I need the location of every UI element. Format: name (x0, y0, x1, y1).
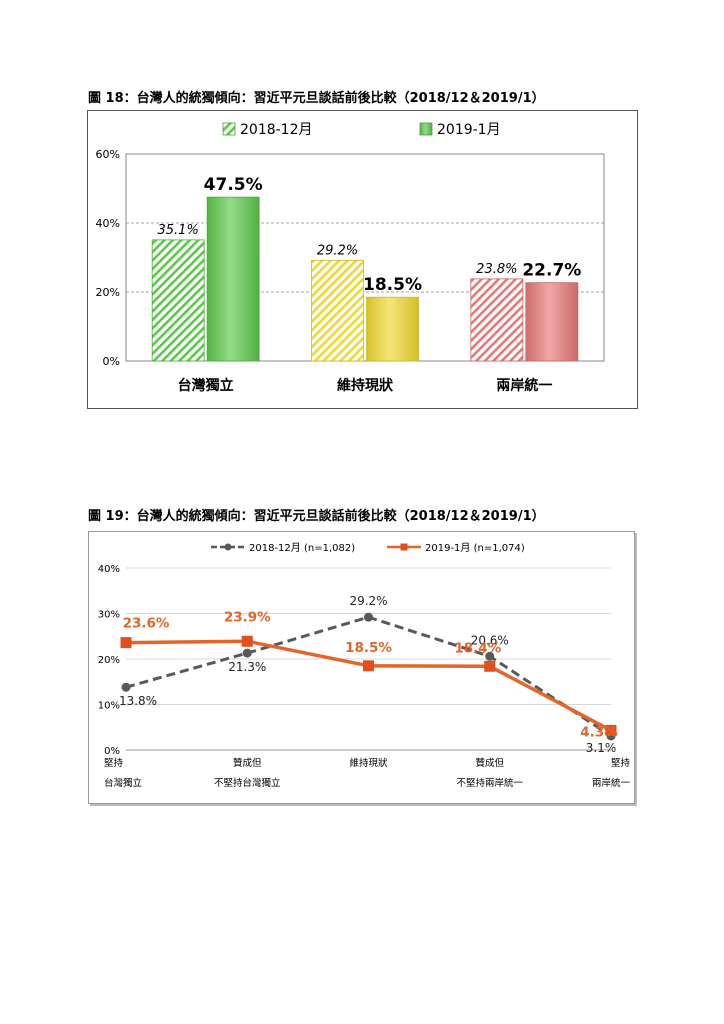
legend-label: 2018-12月 (n=1,082) (249, 542, 355, 554)
data-point (120, 637, 132, 649)
category-label: 維持現狀 (349, 757, 388, 769)
line-chart: 2018-12月 (n=1,082) 2019-1月 (n=1,074) 0% 10%… (98, 542, 631, 789)
bar (311, 259, 364, 362)
legend-swatch (419, 122, 433, 136)
y-tick-label: 60% (96, 148, 120, 161)
y-tick-label: 20% (96, 286, 120, 299)
bar (470, 278, 524, 362)
data-label: 35.1% (158, 223, 199, 238)
category-label: 堅持 (611, 757, 631, 769)
data-label: 18.4% (454, 640, 501, 656)
category-label: 不堅持台灣獨立 (214, 777, 281, 789)
data-point (363, 660, 374, 672)
data-label: 47.5% (204, 175, 263, 195)
plot-area (125, 153, 605, 362)
bar-chart-frame: 2018-12月 2019-1月 0% 20% 40% 60% 35.1% 47.5% 台灣獨立… (87, 110, 638, 409)
category-label: 兩岸統一 (592, 777, 631, 789)
category-label: 贊成但 (475, 757, 504, 769)
figure-18-caption: 圖 18：台灣人的統獨傾向：習近平元旦談話前後比較（2018/12＆2019/1… (88, 91, 545, 106)
y-tick-label: 40% (98, 564, 120, 575)
category-label: 維持現狀 (337, 377, 394, 394)
line-chart-frame: 2018-12月 (n=1,082) 2019-1月 (n=1,074) 0% 10%… (88, 531, 635, 804)
category-label: 贊成但 (233, 757, 262, 769)
y-tick-label: 0% (104, 746, 120, 757)
y-tick-label: 40% (96, 217, 120, 230)
bar (206, 196, 260, 362)
data-label: 13.8% (119, 694, 157, 708)
series-line (125, 615, 612, 738)
bar (366, 296, 419, 362)
data-label: 4.3% (580, 724, 618, 740)
legend-label: 2018-12月 (240, 122, 313, 138)
data-label: 20.6% (471, 633, 509, 647)
data-point (485, 651, 495, 661)
data-label: 23.6% (123, 616, 170, 632)
data-point (242, 648, 252, 658)
data-label: 18.5% (345, 640, 392, 656)
y-tick-label: 0% (103, 355, 120, 368)
figure-19-caption: 圖 19：台灣人的統獨傾向：習近平元旦談話前後比較（2018/12＆2019/1… (88, 509, 545, 524)
data-point (364, 612, 373, 622)
bar-chart: 2018-12月 2019-1月 0% 20% 40% 60% 35.1% 47.5% 台灣獨立… (96, 122, 605, 394)
data-label: 29.2% (317, 243, 358, 258)
legend-swatch (222, 122, 236, 136)
bar (525, 282, 579, 362)
data-point (241, 635, 253, 647)
data-point (484, 660, 496, 672)
category-label: 兩岸統一 (496, 377, 552, 394)
data-label: 18.5% (363, 275, 422, 295)
y-tick-label: 20% (98, 655, 120, 666)
category-label: 台灣獨立 (104, 777, 142, 789)
data-point (121, 682, 131, 692)
category-label: 台灣獨立 (178, 377, 234, 394)
category-label: 堅持 (104, 757, 124, 769)
data-label: 29.2% (349, 594, 387, 608)
category-label: 不堅持兩岸統一 (456, 777, 523, 789)
data-label: 3.1% (586, 741, 617, 755)
y-tick-label: 10% (98, 701, 120, 712)
legend-marker (400, 543, 408, 551)
data-label: 23.8% (476, 262, 517, 277)
legend-label: 2019-1月 (437, 122, 501, 138)
data-label: 23.9% (224, 609, 271, 625)
legend-label: 2019-1月 (n=1,074) (425, 542, 525, 554)
data-label: 22.7% (522, 261, 581, 281)
y-tick-label: 30% (98, 610, 120, 621)
bar (151, 239, 205, 362)
legend-marker (224, 543, 232, 551)
data-label: 21.3% (228, 660, 266, 674)
data-point (605, 724, 617, 736)
